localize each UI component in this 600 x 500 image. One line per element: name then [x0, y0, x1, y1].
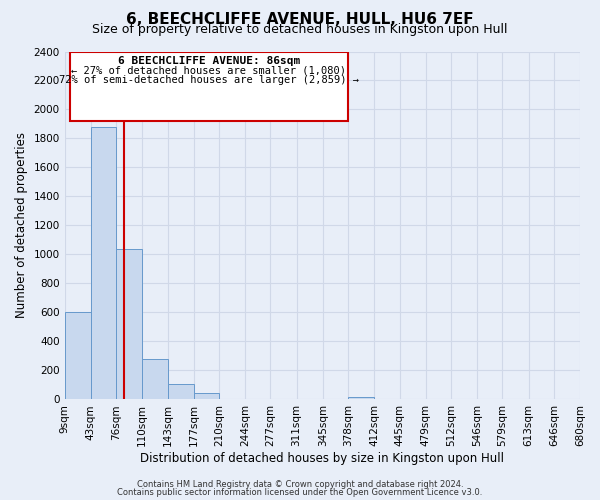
Bar — [194, 393, 219, 400]
Text: 72% of semi-detached houses are larger (2,859) →: 72% of semi-detached houses are larger (… — [59, 76, 359, 86]
Text: ← 27% of detached houses are smaller (1,080): ← 27% of detached houses are smaller (1,… — [71, 66, 346, 76]
Bar — [167, 384, 194, 400]
Text: 6 BEECHCLIFFE AVENUE: 86sqm: 6 BEECHCLIFFE AVENUE: 86sqm — [118, 56, 300, 66]
Bar — [91, 127, 116, 400]
X-axis label: Distribution of detached houses by size in Kingston upon Hull: Distribution of detached houses by size … — [140, 452, 505, 465]
Bar — [142, 359, 167, 400]
Y-axis label: Number of detached properties: Number of detached properties — [15, 132, 28, 318]
FancyBboxPatch shape — [70, 52, 348, 121]
Text: Contains public sector information licensed under the Open Government Licence v3: Contains public sector information licen… — [118, 488, 482, 497]
Bar — [116, 250, 142, 400]
Text: Size of property relative to detached houses in Kingston upon Hull: Size of property relative to detached ho… — [92, 22, 508, 36]
Bar — [65, 312, 91, 400]
Text: Contains HM Land Registry data © Crown copyright and database right 2024.: Contains HM Land Registry data © Crown c… — [137, 480, 463, 489]
Bar — [348, 396, 374, 400]
Text: 6, BEECHCLIFFE AVENUE, HULL, HU6 7EF: 6, BEECHCLIFFE AVENUE, HULL, HU6 7EF — [126, 12, 474, 28]
